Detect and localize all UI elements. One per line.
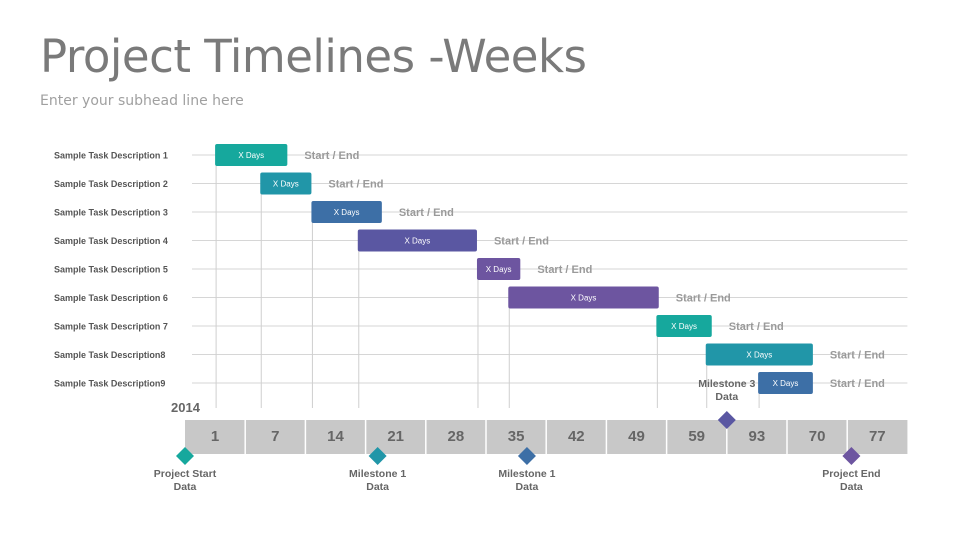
task-bar-label: X Days xyxy=(238,151,264,160)
task-start-end-label: Start / End xyxy=(729,321,784,333)
task-bar-label: X Days xyxy=(273,180,299,189)
milestone-label: Project Start xyxy=(154,468,217,480)
task-bar-label: X Days xyxy=(773,379,799,388)
week-tick-label: 42 xyxy=(568,428,585,445)
task-bar-label: X Days xyxy=(571,294,597,303)
task-start-end-label: Start / End xyxy=(399,207,454,219)
task-bar-label: X Days xyxy=(671,322,697,331)
milestone-marker xyxy=(368,447,387,465)
week-axis: 2014 1 7 14 21 28 35 42 49 59 93 70 77 xyxy=(171,400,908,454)
week-tick-label: 7 xyxy=(271,428,279,445)
task-start-end-label: Start / End xyxy=(537,264,592,276)
week-tick-label: 14 xyxy=(327,428,344,445)
milestone-label: Milestone 3 xyxy=(698,378,755,390)
milestone-label: Data xyxy=(516,481,539,493)
milestone-marker xyxy=(842,447,861,465)
task-bar xyxy=(705,343,813,366)
week-tick-label: 93 xyxy=(749,428,766,445)
task-label: Sample Task Description 1 xyxy=(54,151,168,161)
task-label: Sample Task Description 2 xyxy=(54,179,168,189)
milestone-label: Data xyxy=(174,481,197,493)
task-start-end-label: Start / End xyxy=(304,150,359,162)
week-tick-label: 59 xyxy=(688,428,705,445)
task-label: Sample Task Description 7 xyxy=(54,322,168,332)
week-tick-label: 35 xyxy=(508,428,525,445)
milestone-label: Data xyxy=(840,481,863,493)
week-tick-label: 28 xyxy=(448,428,465,445)
task-label: Sample Task Description9 xyxy=(54,379,165,389)
task-label: Sample Task Description8 xyxy=(54,350,165,360)
milestone-marker xyxy=(717,411,736,429)
week-tick-label: 49 xyxy=(628,428,645,445)
task-start-end-label: Start / End xyxy=(328,179,383,191)
task-bar xyxy=(656,315,712,337)
task-bar xyxy=(508,286,659,309)
milestone-marker xyxy=(517,447,536,465)
milestone-label: Project End xyxy=(822,468,880,480)
week-tick-label: 1 xyxy=(211,428,219,445)
task-bar xyxy=(260,172,312,195)
page-subtitle: Enter your subhead line here xyxy=(40,93,244,109)
milestone-label: Data xyxy=(366,481,389,493)
week-tick-label: 77 xyxy=(869,428,886,445)
task-bar xyxy=(476,258,521,280)
task-start-end-label: Start / End xyxy=(494,236,549,248)
task-bar xyxy=(357,229,477,252)
task-bar-label: X Days xyxy=(486,265,512,274)
week-tick-label: 70 xyxy=(809,428,826,445)
task-rows: Sample Task Description 1 X Days Start / E… xyxy=(54,144,885,394)
year-label: 2014 xyxy=(171,400,201,415)
task-bar xyxy=(215,144,288,166)
task-label: Sample Task Description 5 xyxy=(54,265,168,275)
task-label: Sample Task Description 3 xyxy=(54,208,168,218)
milestone-marker xyxy=(176,447,194,465)
page-title: Project Timelines -Weeks xyxy=(40,30,587,83)
task-bar xyxy=(758,372,813,394)
milestone-label: Data xyxy=(715,391,738,403)
task-start-end-label: Start / End xyxy=(830,350,885,362)
task-label: Sample Task Description 6 xyxy=(54,293,168,303)
task-bar-label: X Days xyxy=(334,208,360,217)
week-tick-label: 21 xyxy=(387,428,404,445)
task-start-end-label: Start / End xyxy=(830,378,885,390)
milestone-label: Milestone 1 xyxy=(349,468,406,480)
task-label: Sample Task Description 4 xyxy=(54,236,168,246)
task-start-end-label: Start / End xyxy=(676,293,731,305)
task-bar xyxy=(311,201,382,223)
task-bar-label: X Days xyxy=(746,351,772,360)
milestone-label: Milestone 1 xyxy=(498,468,555,480)
task-bar-label: X Days xyxy=(404,237,430,246)
